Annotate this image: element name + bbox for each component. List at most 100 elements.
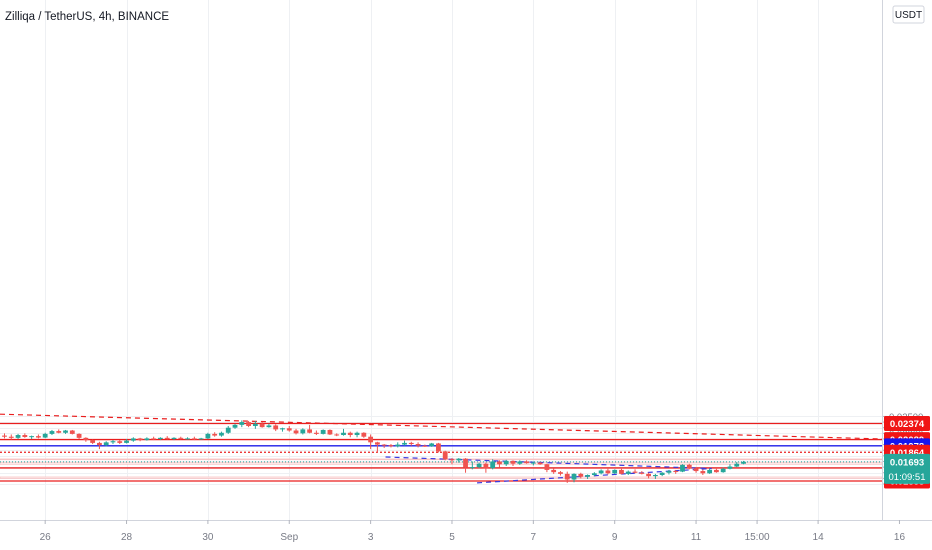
candle xyxy=(327,429,333,436)
candle-body xyxy=(707,469,713,474)
candle xyxy=(259,422,265,428)
candle-body xyxy=(490,461,496,469)
candle xyxy=(422,444,428,447)
candle-body xyxy=(463,458,468,468)
candle-body xyxy=(734,463,740,467)
candle-body xyxy=(124,440,129,443)
price-badge-0.02374-label: 0.02374 xyxy=(890,419,925,430)
candle xyxy=(510,460,516,466)
candle xyxy=(22,433,28,438)
candle-body xyxy=(578,473,584,477)
candle xyxy=(415,442,421,448)
candle xyxy=(652,473,658,479)
candle xyxy=(700,469,706,475)
candle xyxy=(436,442,441,453)
price-zone xyxy=(0,462,883,465)
candle-body xyxy=(361,432,367,437)
candle-body xyxy=(605,470,611,474)
candle-body xyxy=(422,445,428,447)
candle-body xyxy=(130,438,136,441)
candle-body xyxy=(524,461,529,464)
x-tick-label: 30 xyxy=(202,532,214,543)
candle xyxy=(734,462,740,468)
candle xyxy=(720,467,726,473)
candle-body xyxy=(483,463,489,469)
candle-body xyxy=(212,433,218,436)
trendline-2[interactable] xyxy=(385,456,712,470)
candle xyxy=(334,433,340,437)
symbol-label[interactable]: Zilliqa / TetherUS, 4h, BINANCE xyxy=(5,11,169,23)
x-tick-label: 11 xyxy=(691,532,702,543)
candle-body xyxy=(686,464,692,469)
candle xyxy=(15,433,21,439)
x-tick-label: 5 xyxy=(449,532,455,543)
candle xyxy=(110,440,116,445)
currency-button-label[interactable]: USDT xyxy=(895,10,922,21)
candle-body xyxy=(185,438,190,440)
candle-body xyxy=(313,432,319,434)
candle xyxy=(483,462,489,473)
candle-body xyxy=(76,433,82,438)
candle-body xyxy=(300,429,306,434)
candle-body xyxy=(619,469,624,474)
candle-body xyxy=(700,471,706,474)
candle-body xyxy=(252,423,258,427)
candle-body xyxy=(29,436,35,438)
x-tick-label: 3 xyxy=(368,532,374,543)
candle xyxy=(402,440,407,446)
candle-body xyxy=(517,461,523,464)
candle xyxy=(307,424,312,434)
candle xyxy=(97,441,102,450)
candle xyxy=(605,468,611,475)
candle-body xyxy=(164,437,170,439)
candle xyxy=(571,473,577,483)
candle xyxy=(591,472,597,477)
candle xyxy=(612,469,618,474)
candle-body xyxy=(320,429,326,434)
candle xyxy=(225,426,231,434)
x-tick-label: 9 xyxy=(612,532,618,543)
candle xyxy=(463,458,468,473)
x-tick-label: 16 xyxy=(894,532,906,543)
candle-body xyxy=(293,430,299,434)
candle-body xyxy=(2,435,7,437)
currency-button[interactable]: USDT xyxy=(892,5,925,24)
candle-body xyxy=(585,474,590,477)
candle-body xyxy=(327,429,333,435)
candle-body xyxy=(280,428,285,430)
candle xyxy=(151,436,157,441)
candle-body xyxy=(354,432,360,436)
candle xyxy=(313,430,319,436)
candle xyxy=(598,469,604,475)
candle-body xyxy=(395,444,401,447)
candle-body xyxy=(646,473,651,477)
candle xyxy=(368,434,374,450)
candle-body xyxy=(137,438,143,441)
candle-body xyxy=(558,472,563,474)
time-axis-panel[interactable] xyxy=(0,520,932,550)
candle xyxy=(503,459,509,466)
candle xyxy=(639,471,645,475)
candle-body xyxy=(741,461,746,464)
candle-body xyxy=(171,437,177,439)
candle-body xyxy=(720,468,726,473)
candle xyxy=(408,441,414,446)
candle-body xyxy=(456,458,462,461)
candle-body xyxy=(714,469,719,473)
candle-body xyxy=(612,469,618,474)
candle-body xyxy=(666,471,672,473)
candle xyxy=(666,469,672,475)
candle xyxy=(320,429,326,435)
candle xyxy=(63,429,68,434)
candle xyxy=(354,431,360,438)
candle-body xyxy=(36,436,41,438)
candle xyxy=(83,437,89,442)
candle xyxy=(497,460,502,468)
candle-body xyxy=(551,469,557,473)
trendline-1[interactable] xyxy=(0,413,883,440)
candle xyxy=(69,429,75,435)
candle-body xyxy=(347,432,353,436)
candle-body xyxy=(334,434,340,436)
candle-body xyxy=(497,461,502,465)
